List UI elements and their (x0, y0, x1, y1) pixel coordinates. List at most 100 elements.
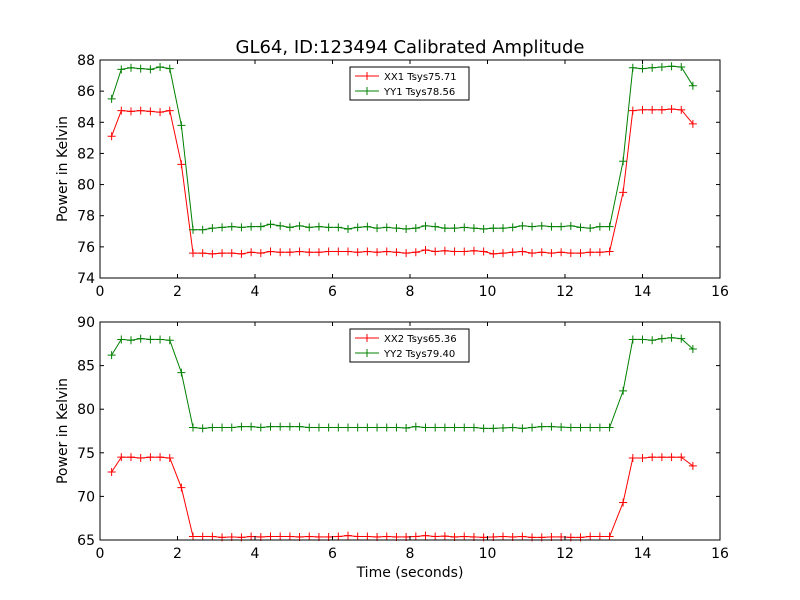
data-point (595, 532, 604, 541)
x-axis-label: Time (seconds) (356, 565, 464, 581)
legend-entry: YY1 Tsys78.56 (383, 87, 455, 98)
data-point (619, 498, 628, 507)
data-point (677, 334, 686, 343)
x-tick-label: 0 (96, 284, 105, 300)
data-point (576, 423, 585, 432)
data-point (127, 107, 135, 116)
data-point (547, 422, 556, 431)
data-point (127, 453, 135, 462)
data-point (677, 63, 686, 72)
data-point (657, 63, 666, 72)
data-point (208, 423, 217, 432)
data-point (208, 224, 217, 233)
data-point (508, 423, 517, 432)
data-point (198, 249, 207, 258)
data-point (305, 248, 314, 257)
series-line-1 (111, 108, 694, 255)
data-point (107, 467, 116, 476)
data-point (353, 532, 362, 541)
y-tick-label: 75 (77, 446, 95, 462)
x-tick-label: 14 (634, 284, 652, 300)
data-point (117, 65, 126, 74)
data-point (392, 224, 401, 233)
x-tick-label: 6 (328, 546, 337, 562)
data-point (177, 368, 186, 377)
data-point (411, 224, 420, 233)
data-point (334, 247, 343, 256)
data-point (353, 248, 362, 257)
data-point (586, 248, 595, 257)
x-tick-label: 8 (406, 546, 415, 562)
data-point (208, 532, 217, 541)
data-point (344, 247, 352, 256)
data-point (247, 532, 256, 541)
y-tick-label: 78 (77, 209, 95, 225)
data-point (295, 422, 304, 431)
data-point (107, 132, 116, 141)
data-point (373, 224, 382, 233)
legend-entry: YY2 Tsys79.40 (383, 349, 455, 360)
data-point (127, 63, 135, 72)
data-point (189, 249, 197, 258)
data-point (218, 249, 227, 258)
data-point (305, 423, 314, 432)
data-point (677, 453, 686, 462)
data-point (638, 105, 647, 114)
data-point (489, 249, 498, 258)
legend-entry: XX2 Tsys65.36 (384, 334, 457, 345)
top-panel: 0 2 4 6 8 10 12 14 16 74 76 78 80 82 84 86 88 Power in Ke… (55, 53, 729, 300)
data-point (628, 335, 637, 344)
data-point (469, 224, 478, 233)
data-point (218, 423, 227, 432)
data-point (276, 221, 285, 230)
data-point (324, 223, 333, 232)
chart-title: GL64, ID:123494 Calibrated Amplitude (236, 37, 585, 58)
data-point (324, 423, 333, 432)
data-point (586, 224, 595, 233)
data-point (605, 247, 614, 256)
data-point (586, 532, 595, 541)
data-point (285, 223, 294, 232)
data-point (156, 108, 165, 117)
data-point (431, 247, 440, 256)
data-point (198, 532, 207, 541)
data-point (382, 532, 391, 541)
data-point (392, 248, 401, 257)
data-point (557, 423, 566, 432)
data-point (276, 422, 285, 431)
y-tick-label: 74 (77, 271, 95, 287)
data-point (189, 532, 197, 541)
legend-box (349, 66, 470, 101)
data-point (619, 386, 628, 395)
data-point (237, 223, 246, 232)
bottom-panel: 0 2 4 6 8 10 12 14 16 65 70 75 80 85 90 Power in Kelvin… (55, 315, 729, 581)
y-tick-label: 90 (77, 315, 95, 331)
data-point (334, 532, 343, 541)
x-tick-label: 10 (479, 284, 497, 300)
data-point (353, 223, 362, 232)
data-point (595, 248, 604, 257)
data-point (314, 248, 323, 257)
data-point (247, 422, 256, 431)
data-point (344, 224, 352, 233)
data-point (247, 222, 256, 231)
x-tick-label: 4 (251, 284, 260, 300)
data-point (107, 94, 116, 103)
data-point (107, 351, 116, 360)
data-point (136, 454, 145, 463)
data-point (285, 248, 294, 257)
data-point (334, 223, 343, 232)
data-point (489, 224, 498, 233)
data-point (499, 224, 507, 233)
data-point (440, 423, 449, 432)
data-point (667, 105, 676, 114)
legend-marker (363, 349, 371, 357)
data-point (136, 106, 145, 115)
data-point (208, 249, 217, 258)
data-point (595, 222, 604, 231)
data-point (256, 249, 265, 258)
x-tick-label: 2 (173, 284, 182, 300)
data-point (648, 63, 657, 72)
data-point (305, 223, 314, 232)
